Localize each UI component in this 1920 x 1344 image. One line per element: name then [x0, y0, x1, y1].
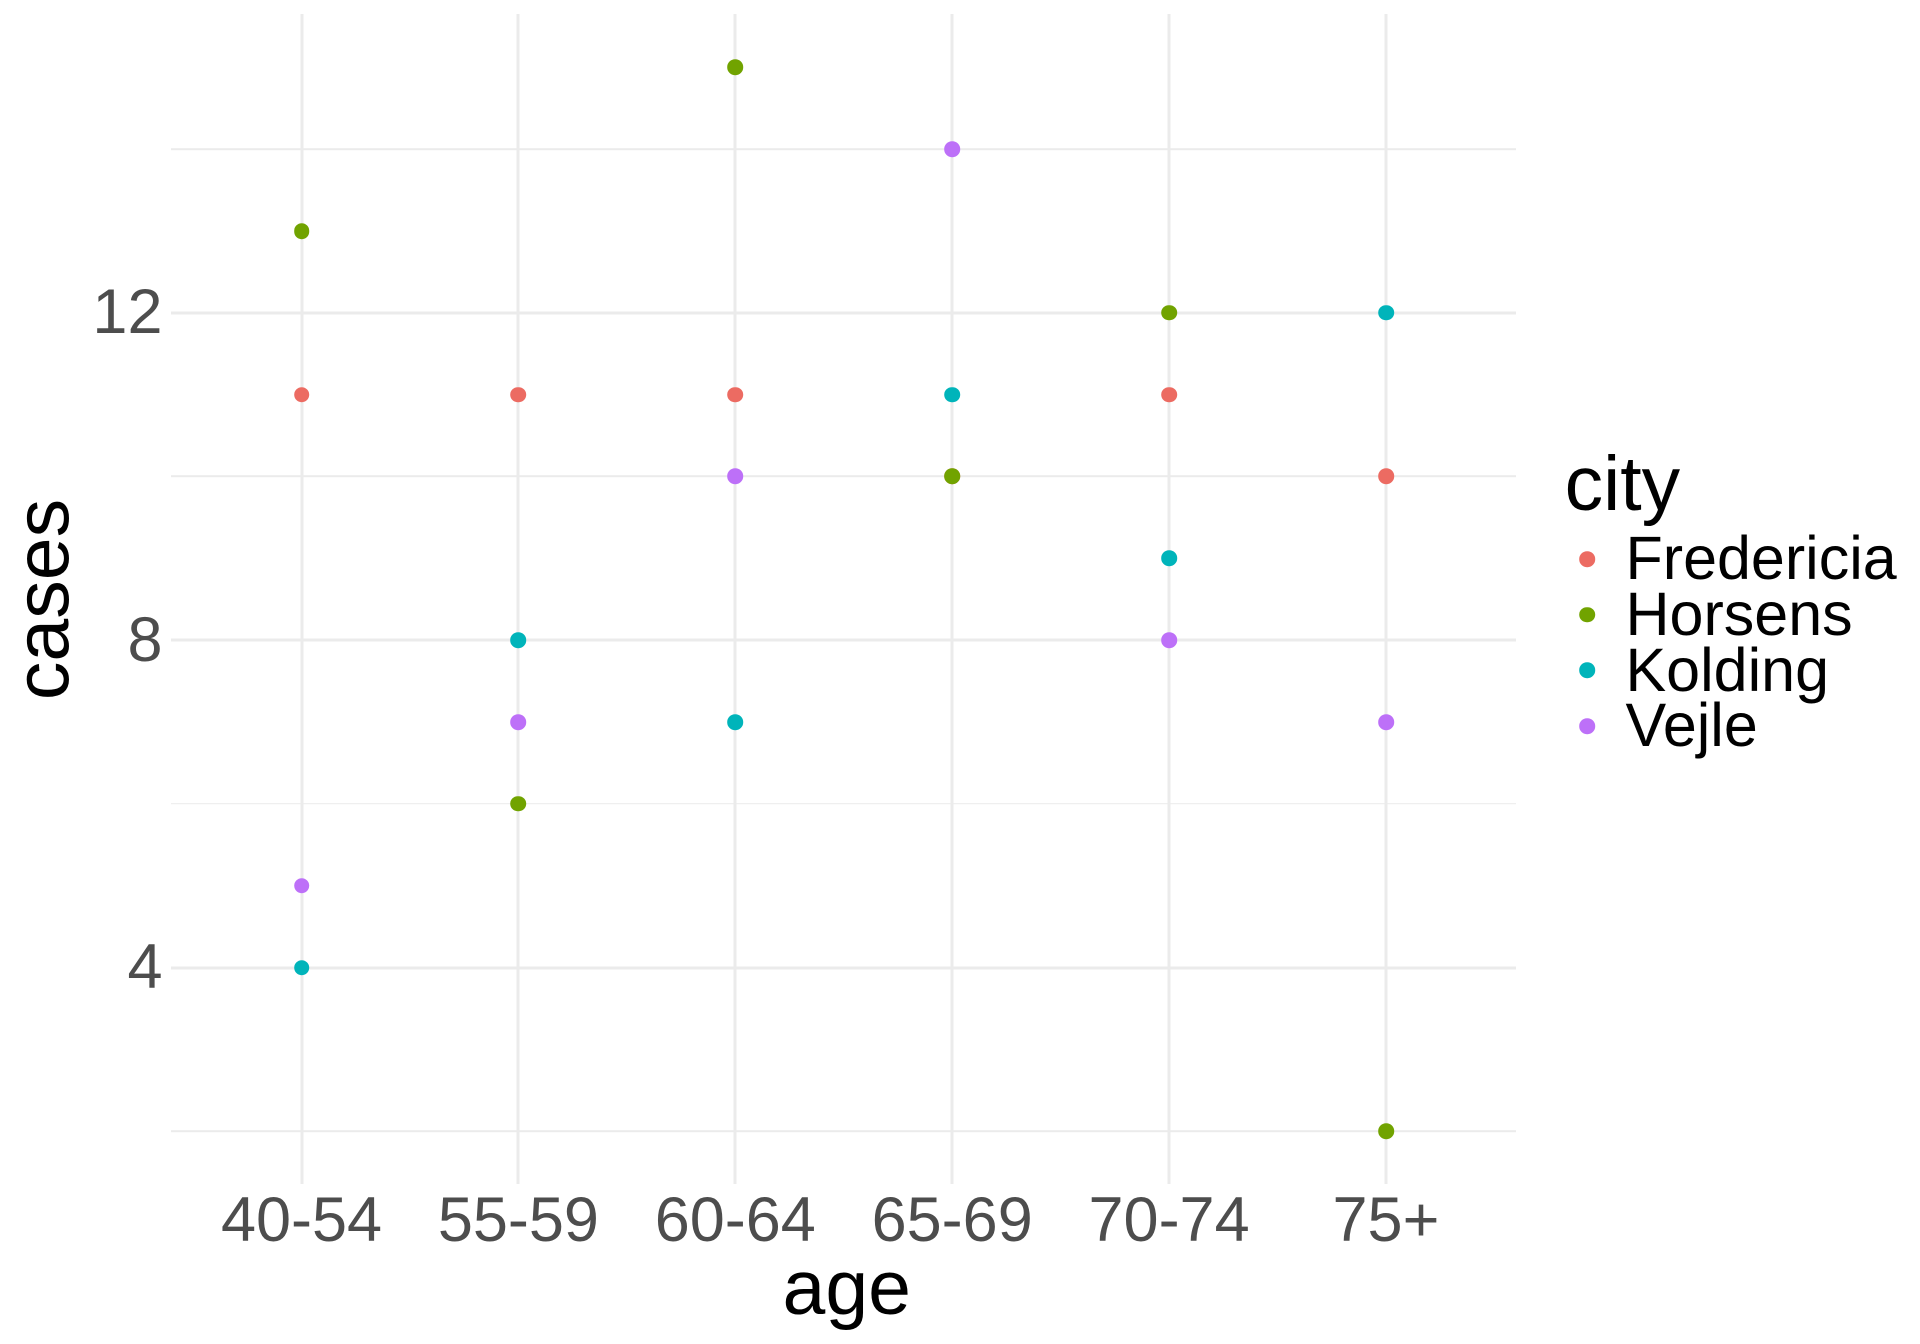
x-tick-label: 40-54	[220, 1185, 383, 1256]
gridline-x-major	[950, 14, 954, 1185]
gridline-y-minor	[171, 148, 1517, 150]
data-point-horsens	[944, 468, 960, 485]
x-tick-label: 60-64	[654, 1185, 816, 1256]
legend-title: city	[1564, 440, 1681, 527]
legend-key-vejle	[1579, 718, 1595, 734]
data-point-fredericia	[727, 386, 744, 403]
data-point-horsens	[510, 796, 527, 812]
gridline-x-major	[516, 14, 520, 1185]
data-point-horsens	[1161, 305, 1177, 321]
data-point-fredericia	[510, 386, 527, 403]
data-point-horsens	[293, 223, 310, 239]
data-point-vejle	[727, 468, 744, 485]
x-tick-label: 75+	[1332, 1185, 1440, 1256]
data-point-kolding	[510, 632, 527, 648]
legend-label-fredericia: Fredericia	[1625, 524, 1897, 593]
legend-label-kolding: Kolding	[1625, 635, 1830, 704]
plot-panel	[171, 14, 1517, 1185]
data-point-kolding	[727, 714, 744, 730]
data-point-horsens	[727, 59, 744, 76]
x-tick-label: 65-69	[871, 1185, 1033, 1256]
y-tick-label: 8	[127, 604, 163, 675]
data-point-fredericia	[1378, 468, 1394, 485]
data-point-kolding	[293, 959, 310, 976]
data-point-vejle	[293, 877, 310, 894]
legend-key-horsens	[1579, 606, 1595, 623]
gridline-y-major	[171, 966, 1517, 970]
gridline-x-major	[733, 14, 737, 1185]
data-point-kolding	[1161, 550, 1177, 567]
gridline-y-minor	[171, 803, 1517, 805]
data-point-fredericia	[293, 386, 310, 403]
data-point-horsens	[1378, 1123, 1394, 1139]
data-point-vejle	[1161, 632, 1177, 648]
x-tick-label: 55-59	[437, 1185, 599, 1256]
gridline-y-major	[171, 311, 1517, 315]
data-point-vejle	[510, 714, 527, 730]
x-tick-label: 70-74	[1088, 1185, 1250, 1256]
gridline-x-major	[300, 14, 304, 1185]
data-point-kolding	[944, 386, 960, 403]
gridline-x-major	[1167, 14, 1171, 1185]
gridline-x-major	[1384, 14, 1388, 1185]
y-tick-label: 12	[92, 277, 163, 348]
data-point-kolding	[1378, 305, 1394, 321]
gridline-y-major	[171, 638, 1517, 642]
legend-key-fredericia	[1579, 551, 1595, 567]
legend-key-kolding	[1579, 662, 1595, 679]
legend-label-vejle: Vejle	[1625, 691, 1758, 760]
gridline-y-minor	[171, 1130, 1517, 1132]
gridline-y-minor	[171, 475, 1517, 478]
data-point-vejle	[1378, 714, 1394, 730]
y-tick-label: 4	[127, 931, 163, 1002]
legend-label-horsens: Horsens	[1625, 580, 1853, 649]
data-point-vejle	[944, 141, 960, 157]
x-axis-title: age	[782, 1245, 911, 1332]
y-axis-title: cases	[0, 498, 86, 700]
data-point-fredericia	[1161, 386, 1177, 403]
